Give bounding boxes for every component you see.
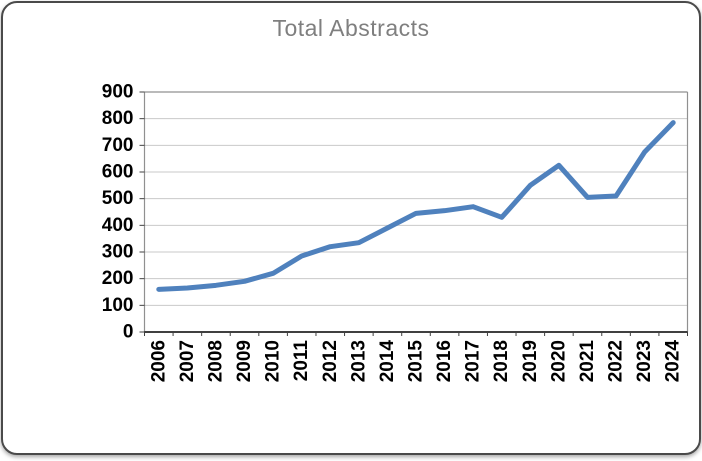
- x-axis-tick-label: 2010: [263, 340, 284, 382]
- chart-title: Total Abstracts: [272, 15, 430, 41]
- x-axis-tick-label: 2015: [406, 340, 427, 383]
- x-axis-tick-label: 2022: [606, 340, 627, 382]
- x-axis-tick-label: 2011: [291, 340, 312, 382]
- x-axis-tick-label: 2019: [520, 340, 541, 382]
- x-axis-tick-label: 2021: [577, 340, 598, 383]
- x-axis-tick-label: 2023: [634, 340, 655, 382]
- x-axis-tick-label: 2020: [548, 340, 569, 382]
- x-axis-tick-label: 2024: [663, 340, 684, 383]
- y-axis-tick-label: 500: [102, 188, 134, 209]
- y-axis-tick-label: 600: [102, 162, 134, 183]
- x-axis-tick-label: 2007: [177, 340, 198, 382]
- y-axis-tick-label: 300: [102, 242, 134, 263]
- x-axis-tick-label: 2006: [148, 340, 169, 382]
- x-axis-tick-label: 2009: [234, 340, 255, 382]
- y-axis-tick-label: 0: [123, 322, 134, 343]
- x-axis-tick-label: 2008: [205, 340, 226, 382]
- x-axis-tick-label: 2016: [434, 340, 455, 382]
- x-axis-tick-label: 2018: [491, 340, 512, 382]
- y-axis-tick-label: 700: [102, 135, 134, 156]
- y-axis-tick-label: 900: [102, 82, 134, 103]
- y-axis-tick-label: 400: [102, 215, 134, 236]
- x-axis-tick-label: 2014: [377, 340, 398, 383]
- x-axis-tick-label: 2013: [348, 340, 369, 382]
- x-axis-tick-label: 2012: [320, 340, 341, 382]
- y-axis-tick-label: 100: [102, 295, 134, 316]
- y-axis-tick-label: 200: [102, 268, 134, 289]
- y-axis-tick-label: 800: [102, 108, 134, 129]
- series-line: [156, 120, 676, 292]
- x-axis-tick-label: 2017: [463, 340, 484, 382]
- line-chart: 0 100 200 300 400 500 600 700 800 900 2006 2007 2008…: [102, 82, 689, 383]
